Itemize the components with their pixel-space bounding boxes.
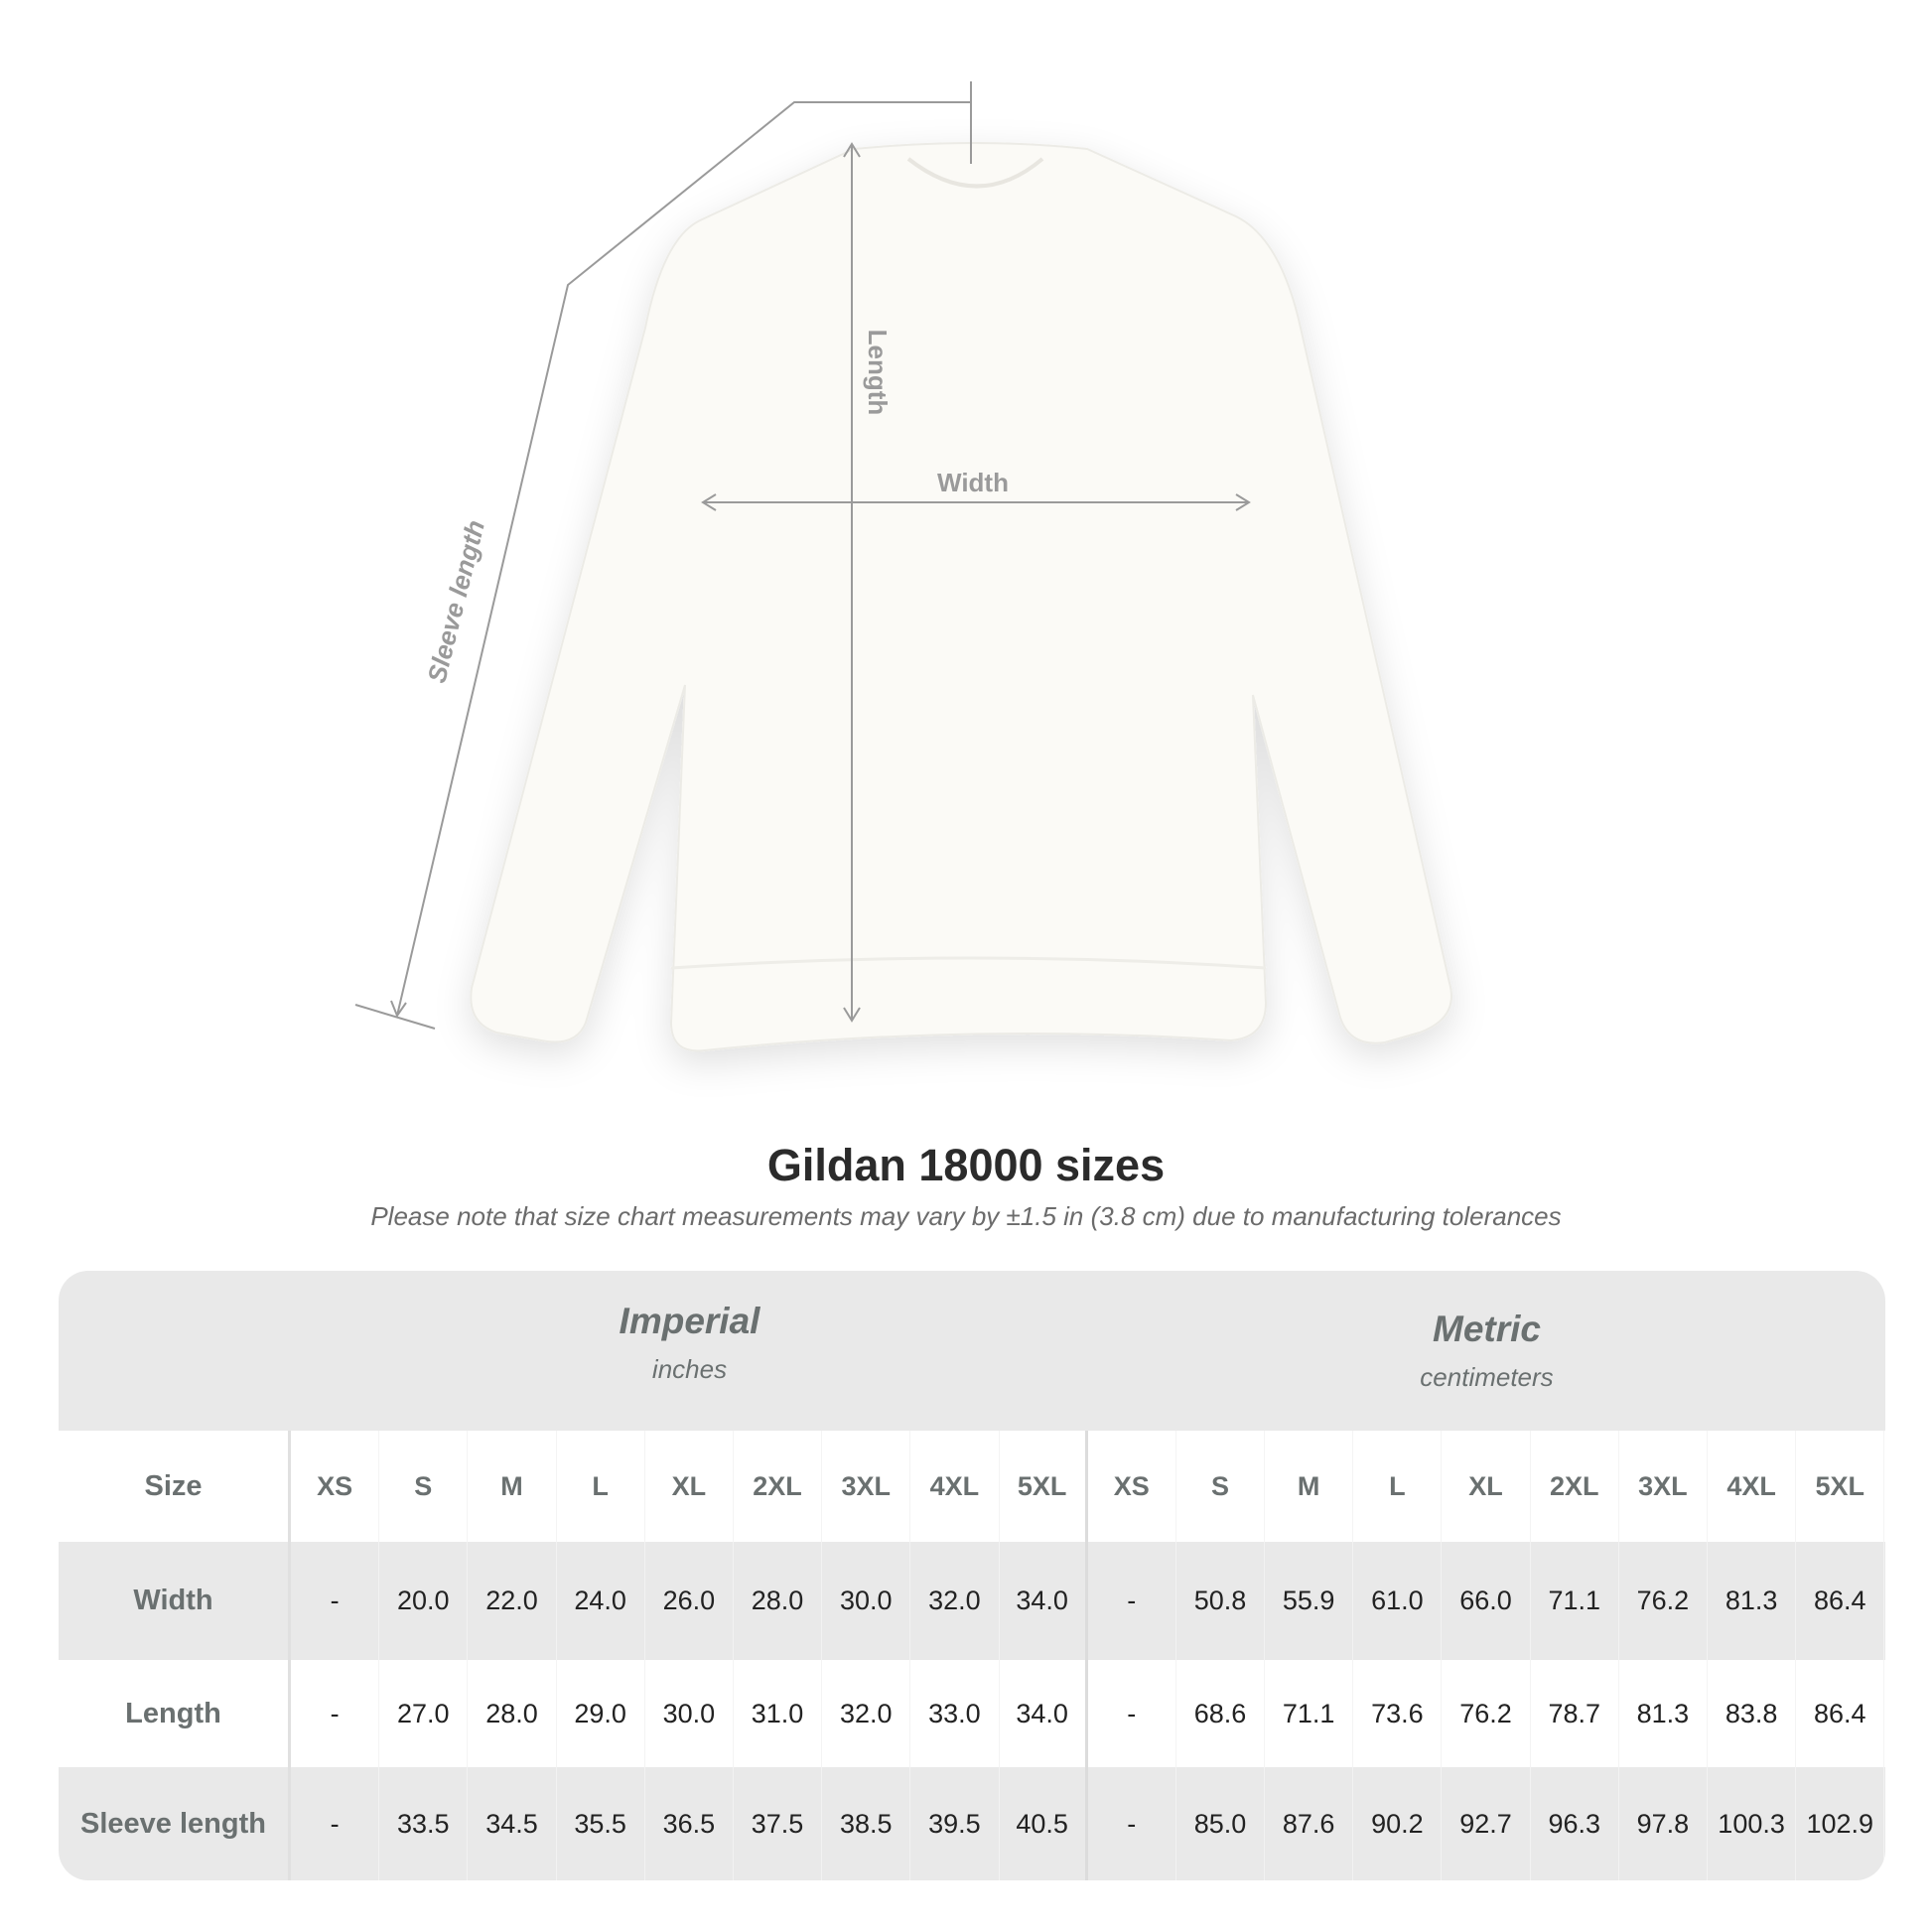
table-cell: 68.6	[1176, 1660, 1266, 1767]
table-cell: 96.3	[1531, 1767, 1619, 1880]
table-cell: 71.1	[1265, 1660, 1354, 1767]
measurement-lines	[354, 81, 1251, 1030]
group-name: Metric	[1433, 1309, 1541, 1349]
table-cell: 33.5	[379, 1767, 469, 1880]
row-label: Width	[59, 1542, 291, 1660]
width-label: Width	[937, 468, 1009, 497]
table-cell: 20.0	[379, 1542, 469, 1660]
size-header-cell: 2XL	[1531, 1431, 1619, 1542]
table-cell: 86.4	[1796, 1542, 1885, 1660]
table-cell: 34.5	[468, 1767, 557, 1880]
table-cell: -	[1088, 1767, 1176, 1880]
table-cell: 28.0	[468, 1660, 557, 1767]
table-cell: -	[1088, 1660, 1176, 1767]
row-label: Length	[59, 1660, 291, 1767]
table-cell: 30.0	[645, 1660, 734, 1767]
tolerance-note: Please note that size chart measurements…	[370, 1201, 1562, 1231]
table-cell: 83.8	[1708, 1660, 1797, 1767]
table-cell: 38.5	[822, 1767, 911, 1880]
group-unit: centimeters	[1420, 1362, 1554, 1392]
group-unit: inches	[651, 1354, 728, 1384]
table-row: Length -27.0 28.0 29.0 30.0 31.0 32.0 33.0 34.0…	[59, 1660, 1885, 1767]
table-cell: 85.0	[1176, 1767, 1266, 1880]
size-header-cell: 5XL	[1796, 1431, 1885, 1542]
table-cell: 29.0	[557, 1660, 645, 1767]
table-cell: 27.0	[379, 1660, 469, 1767]
table-cell: 76.2	[1619, 1542, 1708, 1660]
size-header-cell: M	[468, 1431, 557, 1542]
table-cell: 28.0	[734, 1542, 823, 1660]
size-header-cell: 5XL	[1000, 1431, 1088, 1542]
size-header-cell: S	[1176, 1431, 1266, 1542]
page-title: Gildan 18000 sizes	[766, 1140, 1166, 1190]
group-imperial: Imperial inches	[291, 1301, 1088, 1385]
size-header-cell: XL	[645, 1431, 734, 1542]
table-cell: 92.7	[1442, 1767, 1531, 1880]
size-header-cell: XS	[1088, 1431, 1176, 1542]
table-cell: 81.3	[1619, 1660, 1708, 1767]
table-cell: -	[291, 1542, 380, 1660]
table-cell: 32.0	[910, 1542, 1000, 1660]
size-header-cell: 3XL	[1619, 1431, 1708, 1542]
table-cell: 97.8	[1619, 1767, 1708, 1880]
table-cell: 32.0	[822, 1660, 911, 1767]
row-label: Size	[59, 1431, 291, 1542]
sweatshirt-illustration: Length Width Sleeve length	[354, 81, 1452, 1052]
size-header-cell: 3XL	[822, 1431, 911, 1542]
table-cell: -	[291, 1767, 380, 1880]
table-cell: 37.5	[734, 1767, 823, 1880]
table-cell: 76.2	[1442, 1660, 1531, 1767]
table-cell: 73.6	[1353, 1660, 1443, 1767]
table-cell: 86.4	[1796, 1660, 1885, 1767]
table-cell: 100.3	[1708, 1767, 1797, 1880]
row-label: Sleeve length	[59, 1767, 291, 1880]
size-row: Size XS S M L XL 2XL 3XL 4XL 5XL XS S M L XL 2XL 3XL 4XL…	[59, 1431, 1885, 1542]
table-cell: 39.5	[910, 1767, 1000, 1880]
table-cell: 102.9	[1796, 1767, 1885, 1880]
table-cell: 35.5	[557, 1767, 645, 1880]
table-cell: 31.0	[734, 1660, 823, 1767]
size-header-cell: 4XL	[910, 1431, 1000, 1542]
table-cell: -	[291, 1660, 380, 1767]
table-cell: 55.9	[1265, 1542, 1354, 1660]
table-cell: 40.5	[1000, 1767, 1088, 1880]
table-cell: 87.6	[1265, 1767, 1354, 1880]
table-cell: 71.1	[1531, 1542, 1619, 1660]
table-cell: 26.0	[645, 1542, 734, 1660]
size-header-cell: L	[557, 1431, 645, 1542]
table-cell: 34.0	[1000, 1660, 1088, 1767]
table-cell: 24.0	[557, 1542, 645, 1660]
table-cell: 33.0	[910, 1660, 1000, 1767]
size-header-cell: M	[1265, 1431, 1354, 1542]
size-header-cell: S	[379, 1431, 469, 1542]
table-cell: 90.2	[1353, 1767, 1443, 1880]
size-header-cell: 2XL	[734, 1431, 823, 1542]
table-cell: 61.0	[1353, 1542, 1443, 1660]
size-header-cell: 4XL	[1708, 1431, 1797, 1542]
size-header-cell: L	[1353, 1431, 1443, 1542]
table-cell: 50.8	[1176, 1542, 1266, 1660]
table-cell: 36.5	[645, 1767, 734, 1880]
table-cell: -	[1088, 1542, 1176, 1660]
group-name: Imperial	[619, 1301, 760, 1341]
table-cell: 81.3	[1708, 1542, 1797, 1660]
table-cell: 66.0	[1442, 1542, 1531, 1660]
size-header-cell: XL	[1442, 1431, 1531, 1542]
group-metric: Metric centimeters	[1088, 1309, 1885, 1393]
sweatshirt-shape	[470, 142, 1452, 1052]
length-label: Length	[863, 330, 893, 416]
size-header-cell: XS	[291, 1431, 380, 1542]
table-header: Imperial inches Metric centimeters	[59, 1271, 1885, 1431]
table-cell: 34.0	[1000, 1542, 1088, 1660]
table-row: Sleeve length -33.5 34.5 35.5 36.5 37.5 38.5 3…	[59, 1767, 1885, 1880]
table-cell: 22.0	[468, 1542, 557, 1660]
table-row: Width -20.0 22.0 24.0 26.0 28.0 30.0 32.0 34.0-…	[59, 1542, 1885, 1660]
table-cell: 30.0	[822, 1542, 911, 1660]
size-chart-table: Imperial inches Metric centimeters Size …	[59, 1271, 1885, 1880]
table-cell: 78.7	[1531, 1660, 1619, 1767]
